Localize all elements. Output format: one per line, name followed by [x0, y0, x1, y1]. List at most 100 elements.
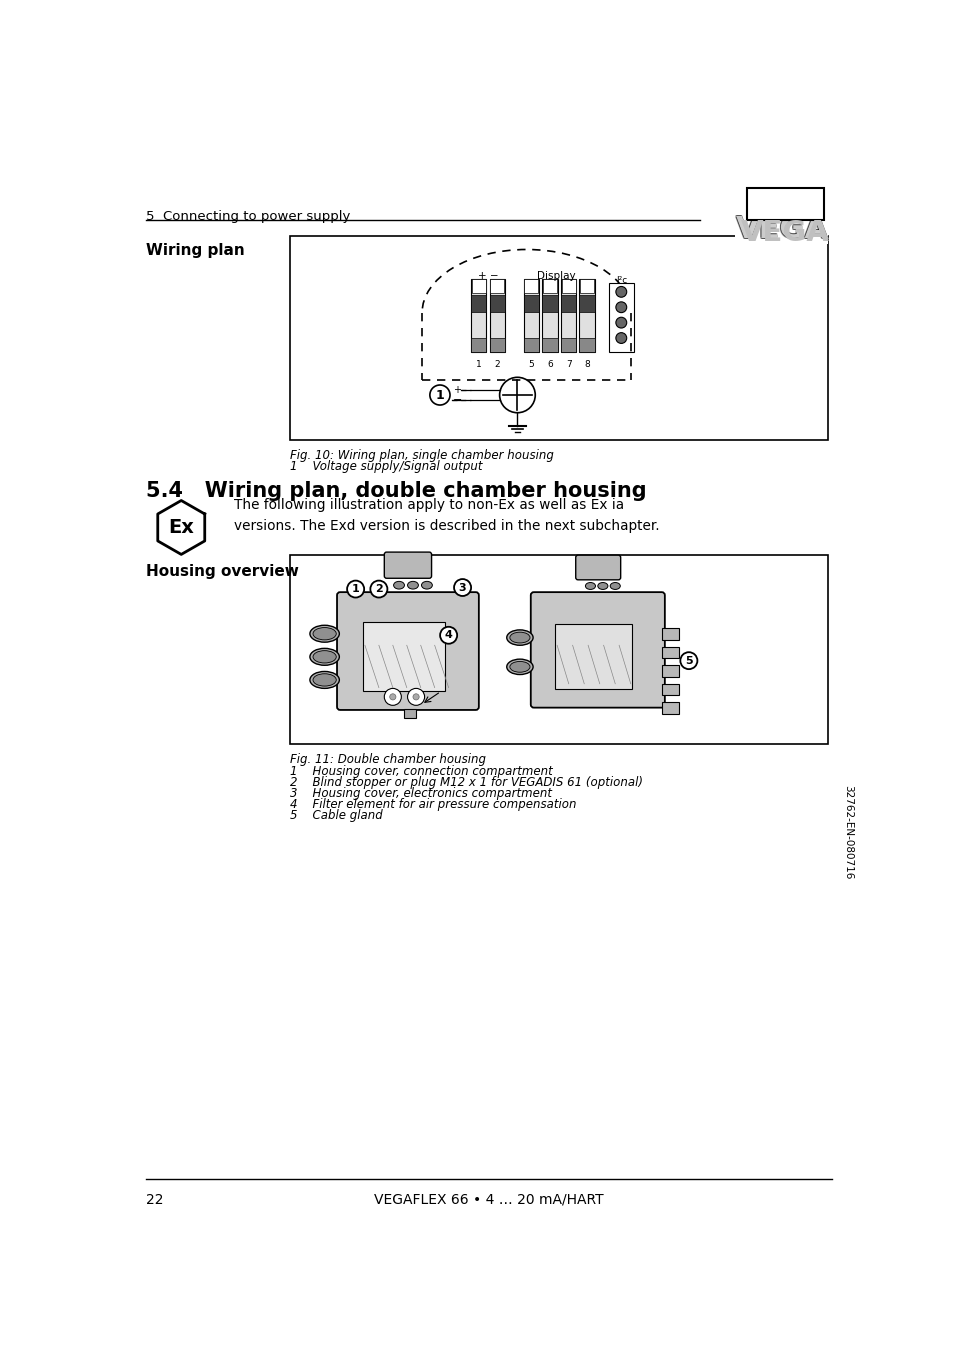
Bar [489, 295, 504, 311]
Bar [290, 555, 827, 743]
Text: 3    Housing cover, electronics compartment: 3 Housing cover, electronics compartment [290, 787, 551, 800]
Text: + −: + − [477, 271, 497, 282]
Text: VEGA: VEGA [736, 217, 829, 245]
Circle shape [413, 693, 418, 700]
Text: Housing overview: Housing overview [146, 565, 299, 580]
Bar [523, 279, 538, 352]
Bar [578, 279, 595, 352]
Text: VEGA: VEGA [735, 215, 827, 245]
Text: Fig. 11: Double chamber housing: Fig. 11: Double chamber housing [290, 753, 485, 766]
Bar [523, 295, 538, 311]
Text: 2: 2 [494, 360, 499, 368]
Ellipse shape [610, 582, 619, 589]
Text: VEGA: VEGA [736, 215, 828, 244]
Bar [471, 295, 486, 311]
Circle shape [454, 580, 471, 596]
Text: 2: 2 [375, 584, 382, 594]
Text: 8: 8 [583, 360, 590, 368]
Text: VEGA: VEGA [740, 219, 829, 246]
Ellipse shape [310, 626, 339, 642]
Text: 1    Voltage supply/Signal output: 1 Voltage supply/Signal output [290, 460, 482, 474]
FancyBboxPatch shape [384, 552, 431, 578]
Text: 1    Housing cover, connection compartment: 1 Housing cover, connection compartment [290, 765, 552, 779]
Circle shape [384, 688, 401, 705]
FancyBboxPatch shape [575, 555, 620, 580]
Ellipse shape [506, 659, 533, 674]
Ellipse shape [407, 581, 418, 589]
Circle shape [407, 688, 424, 705]
Bar [608, 283, 633, 352]
Text: VEGA: VEGA [740, 219, 829, 246]
Circle shape [499, 378, 535, 413]
Ellipse shape [421, 581, 432, 589]
Bar [471, 279, 485, 292]
Text: VEGA: VEGA [735, 215, 827, 244]
Bar [555, 624, 632, 689]
Text: −: − [452, 394, 461, 405]
Bar [290, 236, 827, 440]
Bar [489, 338, 504, 352]
Text: +: + [453, 385, 460, 394]
Ellipse shape [598, 582, 607, 589]
Ellipse shape [506, 630, 533, 646]
Circle shape [347, 581, 364, 597]
Bar [523, 338, 538, 352]
Circle shape [616, 333, 626, 344]
FancyBboxPatch shape [530, 592, 664, 708]
Ellipse shape [310, 649, 339, 665]
Text: 7: 7 [565, 360, 571, 368]
Circle shape [430, 385, 450, 405]
Circle shape [439, 627, 456, 643]
Bar [560, 279, 576, 352]
Text: The following illustration apply to non-Ex as well as Ex ia
versions. The Exd ve: The following illustration apply to non-… [233, 498, 659, 533]
Ellipse shape [310, 672, 339, 688]
Text: Fig. 10: Wiring plan, single chamber housing: Fig. 10: Wiring plan, single chamber hou… [290, 450, 553, 462]
Bar [471, 338, 486, 352]
Text: I²c: I²c [615, 276, 626, 286]
Bar [489, 279, 504, 352]
Text: 4    Filter element for air pressure compensation: 4 Filter element for air pressure compen… [290, 798, 576, 811]
Text: 22: 22 [146, 1193, 164, 1206]
Bar [578, 338, 595, 352]
Text: VEGA: VEGA [736, 215, 828, 245]
Ellipse shape [509, 632, 530, 643]
Bar [661, 684, 679, 696]
Ellipse shape [313, 674, 335, 686]
Bar [661, 703, 679, 714]
Bar [541, 338, 558, 352]
Bar [578, 295, 595, 311]
Text: 5    Cable gland: 5 Cable gland [290, 808, 382, 822]
Text: 2    Blind stopper or plug M12 x 1 for VEGADIS 61 (optional): 2 Blind stopper or plug M12 x 1 for VEGA… [290, 776, 642, 789]
Bar [579, 279, 594, 292]
FancyBboxPatch shape [746, 188, 823, 221]
Bar [490, 279, 504, 292]
Text: VEGAFLEX 66 • 4 … 20 mA/HART: VEGAFLEX 66 • 4 … 20 mA/HART [374, 1193, 603, 1206]
Text: 6: 6 [547, 360, 553, 368]
Text: VEGA: VEGA [734, 215, 827, 244]
Bar [542, 279, 557, 292]
Bar [471, 279, 486, 352]
Text: 4: 4 [444, 630, 452, 640]
Text: Wiring plan: Wiring plan [146, 244, 245, 259]
Text: 3: 3 [458, 582, 466, 593]
Circle shape [616, 317, 626, 328]
Text: 1: 1 [476, 360, 481, 368]
Bar [560, 295, 576, 311]
Bar [363, 623, 444, 692]
Text: 5.4   Wiring plan, double chamber housing: 5.4 Wiring plan, double chamber housing [146, 481, 646, 501]
Bar [661, 628, 679, 640]
Bar [661, 647, 679, 658]
Circle shape [370, 581, 387, 597]
Circle shape [616, 302, 626, 313]
Text: 32762-EN-080716: 32762-EN-080716 [841, 785, 852, 880]
Bar [524, 279, 537, 292]
Circle shape [390, 693, 395, 700]
Text: VEGA: VEGA [734, 214, 827, 244]
Text: 1: 1 [352, 584, 359, 594]
Circle shape [616, 287, 626, 298]
Text: Ex: Ex [168, 519, 194, 538]
Bar [403, 709, 416, 719]
Text: 5: 5 [528, 360, 534, 368]
Ellipse shape [313, 627, 335, 640]
Circle shape [679, 653, 697, 669]
